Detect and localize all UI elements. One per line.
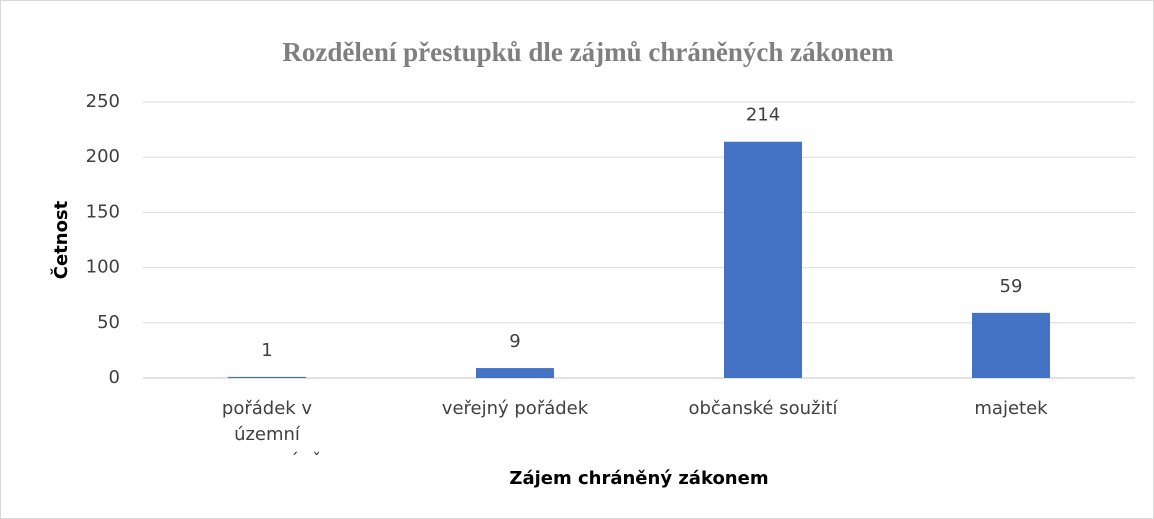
y-tick-label: 100 <box>86 257 120 278</box>
bar <box>972 312 1050 378</box>
bar <box>724 141 802 378</box>
x-axis-title: Zájem chráněný zákonem <box>509 468 768 489</box>
x-tick-label-box: veřejný pořádek <box>441 398 589 419</box>
data-label: 1 <box>261 340 272 361</box>
chart-title: Rozdělení přestupků dle zájmů chráněných… <box>282 37 894 67</box>
x-tick-label: majetek <box>974 398 1048 419</box>
x-tick-label: pořádek v územní samosprávě <box>212 398 322 456</box>
data-label: 9 <box>509 331 520 352</box>
y-tick-label: 200 <box>86 146 120 167</box>
x-tick-label-box: pořádek v územní samosprávě <box>212 398 322 456</box>
y-tick-label: 0 <box>109 367 120 388</box>
bar <box>476 368 554 378</box>
x-tick-label: občanské soužití <box>688 398 838 419</box>
x-tick-label-box: občanské soužití <box>688 398 838 419</box>
data-label: 214 <box>746 105 780 126</box>
bar <box>228 376 306 378</box>
y-tick-label: 50 <box>97 312 120 333</box>
x-tick-label: veřejný pořádek <box>441 398 589 419</box>
x-tick-label-box: majetek <box>974 398 1048 419</box>
y-axis-title: Četnost <box>50 200 72 279</box>
y-tick-label: 250 <box>86 91 120 112</box>
y-tick-label: 150 <box>86 201 120 222</box>
data-label: 59 <box>1000 276 1023 297</box>
